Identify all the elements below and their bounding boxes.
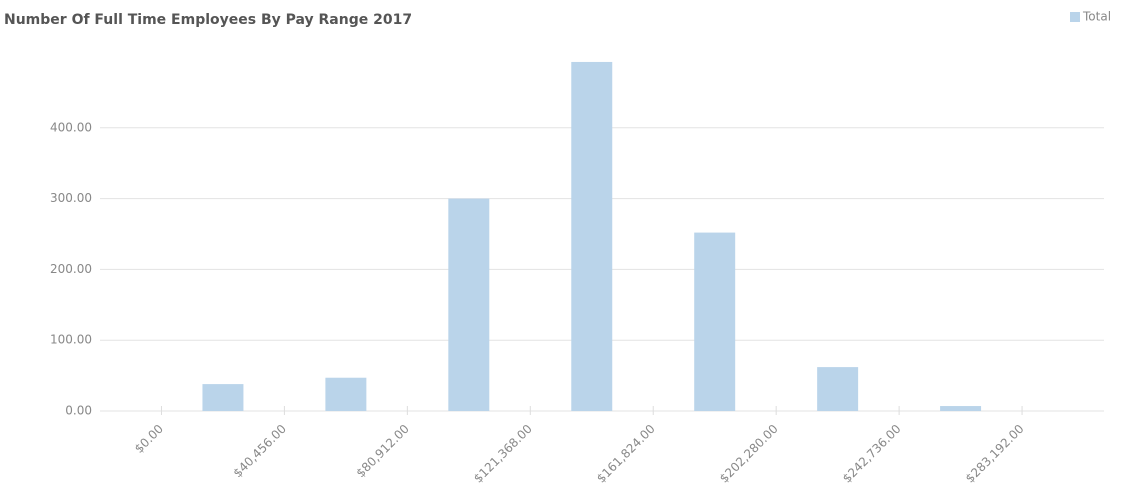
x-tick-label: $242,736.00: [840, 422, 904, 486]
bar: [325, 377, 367, 411]
x-tick-label: $202,280.00: [717, 422, 781, 486]
y-tick-label: 0.00: [65, 404, 92, 418]
y-tick-label: 300.00: [50, 191, 92, 205]
bar: [694, 232, 736, 411]
bar: [940, 406, 982, 411]
bar: [571, 61, 613, 412]
x-tick-label: $0.00: [132, 422, 166, 456]
x-tick-label: $161,824.00: [594, 422, 658, 486]
y-tick-label: 400.00: [50, 120, 92, 134]
bar: [202, 384, 244, 411]
y-tick-label: 100.00: [50, 333, 92, 347]
x-tick-label: $80,912.00: [353, 422, 411, 480]
legend-swatch: [1070, 12, 1080, 22]
x-tick-label: $121,368.00: [471, 422, 535, 486]
x-tick-label: $283,192.00: [963, 422, 1027, 486]
y-tick-label: 200.00: [50, 262, 92, 276]
bar: [448, 198, 490, 411]
bar: [817, 367, 859, 411]
x-tick-label: $40,456.00: [231, 422, 289, 480]
legend-label: Total: [1082, 10, 1111, 24]
chart-title: Number Of Full Time Employees By Pay Ran…: [4, 12, 412, 28]
